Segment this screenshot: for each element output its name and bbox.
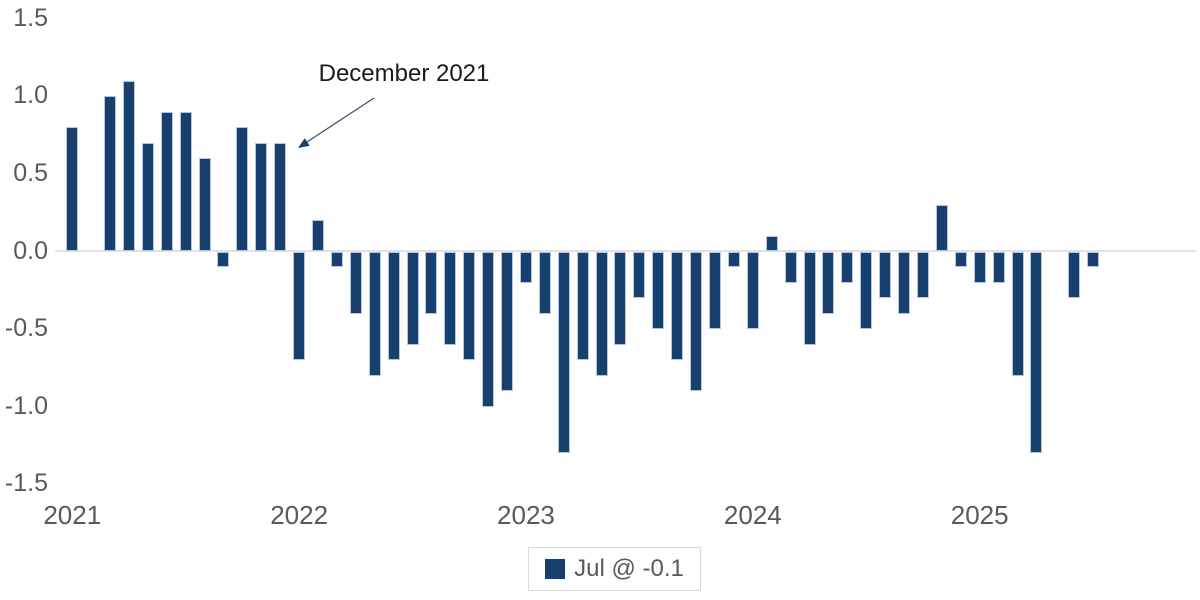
bar-2023-11 [709, 251, 722, 330]
bar-2022-06 [387, 251, 400, 361]
y-tick-label-0.5: 0.5 [13, 158, 48, 187]
bar-2024-10 [916, 251, 929, 299]
bar-2023-12 [727, 251, 740, 268]
bar-2023-07 [633, 251, 646, 299]
bar-2024-11 [935, 204, 948, 252]
x-tick-label-2023: 2023 [497, 500, 555, 530]
bar-2022-07 [406, 251, 419, 345]
y-tick-label--1.5: -1.5 [4, 469, 48, 498]
x-tick-label-2022: 2022 [270, 500, 329, 530]
bar-2023-05 [595, 251, 608, 376]
bar-2023-10 [690, 251, 703, 392]
bar-2023-02 [538, 251, 551, 314]
bar-2024-07 [860, 251, 873, 330]
bar-2022-08 [425, 251, 438, 314]
bar-2022-10 [463, 251, 476, 361]
bar-2023-03 [557, 251, 570, 454]
bar-2025-03 [1011, 251, 1024, 376]
bar-2021-04 [122, 80, 135, 252]
legend: Jul @ -0.1 [528, 547, 701, 591]
bar-2024-05 [822, 251, 835, 314]
x-tick-label-2025: 2025 [950, 500, 1009, 530]
bar-2021-11 [255, 142, 268, 252]
x-tick-label-2024: 2024 [723, 500, 782, 530]
bar-2023-08 [652, 251, 665, 330]
y-tick-label--1.0: -1.0 [4, 391, 48, 420]
bar-2025-01 [973, 251, 986, 283]
bar-2022-04 [349, 251, 362, 314]
bar-2021-12 [274, 142, 287, 252]
y-tick-label--0.5: -0.5 [4, 314, 48, 343]
bar-2024-02 [765, 235, 778, 252]
bar-2021-09 [217, 251, 230, 268]
bar-2024-01 [746, 251, 759, 330]
legend-swatch-icon [545, 559, 566, 579]
bar-2025-04 [1030, 251, 1043, 454]
bar-2021-03 [104, 96, 117, 252]
bar-2021-10 [236, 127, 249, 252]
bar-2024-08 [879, 251, 892, 299]
bar-2025-06 [1068, 251, 1081, 299]
bar-2022-05 [368, 251, 381, 376]
bar-2023-06 [614, 251, 627, 345]
annotation-label: December 2021 [318, 60, 490, 87]
bar-2025-02 [992, 251, 1005, 283]
y-tick-label-1.5: 1.5 [13, 3, 48, 32]
bar-2021-05 [141, 142, 154, 252]
bar-2021-07 [179, 111, 192, 252]
bar-2022-09 [444, 251, 457, 345]
bar-2024-04 [803, 251, 816, 345]
bar-2022-03 [330, 251, 343, 268]
bar-2023-09 [671, 251, 684, 361]
bar-2022-01 [293, 251, 306, 361]
bar-2025-07 [1087, 251, 1100, 268]
bar-2021-01 [66, 127, 79, 252]
y-tick-label-1.0: 1.0 [13, 81, 48, 110]
bar-2024-09 [898, 251, 911, 314]
bar-2022-02 [312, 220, 324, 252]
bar-2024-12 [954, 251, 967, 268]
x-tick-label-2021: 2021 [43, 500, 102, 530]
legend-label: Jul @ -0.1 [574, 555, 684, 582]
bar-2023-01 [519, 251, 532, 283]
bar-2024-03 [784, 251, 797, 283]
bar-2023-04 [576, 251, 589, 361]
zero-gridline [55, 250, 1196, 252]
bar-2024-06 [841, 251, 854, 283]
bar-2022-11 [482, 251, 495, 407]
bar-2021-08 [198, 158, 211, 252]
bar-2022-12 [501, 251, 514, 392]
bar-2021-06 [160, 111, 173, 252]
y-tick-label-0.0: 0.0 [13, 236, 48, 265]
